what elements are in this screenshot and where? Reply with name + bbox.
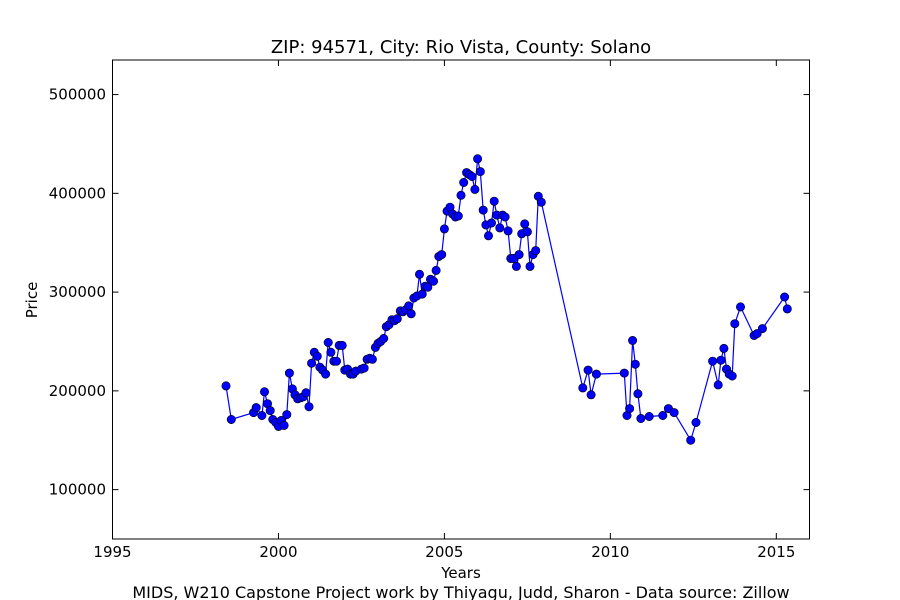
data-point: [423, 282, 433, 292]
y-tick-label: 400000: [49, 184, 106, 202]
data-point: [713, 380, 723, 390]
data-point: [326, 347, 336, 357]
data-point: [658, 410, 668, 420]
x-axis-label: Years: [440, 564, 481, 582]
data-point: [312, 351, 322, 361]
data-point: [337, 340, 347, 350]
data-point: [221, 381, 231, 391]
data-point: [453, 211, 463, 221]
data-point: [591, 369, 601, 379]
data-point: [691, 417, 701, 427]
data-point: [578, 383, 588, 393]
data-point: [525, 261, 535, 271]
data-point: [520, 219, 530, 229]
data-point: [636, 413, 646, 423]
data-point: [323, 337, 333, 347]
data-point: [644, 411, 654, 421]
tick-layer: 1995 2000 2005 2010 2015 100000 200000 300000 40…: [49, 60, 810, 561]
data-point: [284, 368, 294, 378]
data-point: [633, 389, 643, 399]
data-point: [495, 223, 505, 233]
chart-title: ZIP: 94571, City: Rio Vista, County: Sol…: [271, 37, 651, 58]
data-point: [307, 358, 317, 368]
data-point: [730, 319, 740, 329]
data-point: [473, 154, 483, 164]
data-point: [782, 304, 792, 314]
data-point: [331, 356, 341, 366]
data-point: [459, 178, 469, 188]
x-tick-label: 2000: [259, 543, 297, 561]
data-point: [628, 335, 638, 345]
data-point: [586, 390, 596, 400]
data-point: [392, 314, 402, 324]
x-tick-label: 1995: [93, 543, 131, 561]
y-tick-label: 200000: [49, 382, 106, 400]
data-point: [456, 190, 466, 200]
data-point: [406, 309, 416, 319]
data-point: [503, 226, 513, 236]
data-point: [259, 387, 269, 397]
plot-layer: [221, 154, 792, 445]
data-point: [301, 388, 311, 398]
data-point: [625, 404, 635, 414]
data-point: [780, 292, 790, 302]
data-point: [257, 410, 267, 420]
data-point: [321, 369, 331, 379]
y-tick-label: 300000: [49, 283, 106, 301]
data-point: [359, 363, 369, 373]
data-point: [467, 172, 477, 182]
data-point: [478, 205, 488, 215]
data-point: [708, 356, 718, 366]
data-point: [428, 276, 438, 286]
data-point: [470, 184, 480, 194]
data-point: [757, 324, 767, 334]
y-tick-label: 500000: [49, 86, 106, 104]
data-point: [265, 406, 275, 416]
data-point: [669, 408, 679, 418]
data-point: [716, 355, 726, 365]
data-point: [511, 261, 521, 271]
x-tick-label: 2015: [757, 543, 795, 561]
data-point: [439, 224, 449, 234]
data-point: [686, 435, 696, 445]
y-tick-label: 100000: [49, 481, 106, 499]
footer-credit: MIDS, W210 Capstone Project work by Thiy…: [132, 583, 789, 600]
data-point: [500, 212, 510, 222]
data-point: [486, 218, 496, 228]
data-point: [514, 250, 524, 260]
data-point: [483, 231, 493, 241]
x-tick-label: 2010: [591, 543, 629, 561]
data-point: [583, 365, 593, 375]
data-point: [367, 354, 377, 364]
data-point: [379, 333, 389, 343]
data-point: [431, 265, 441, 275]
data-point: [719, 343, 729, 353]
data-point: [735, 302, 745, 312]
data-point: [437, 250, 447, 260]
data-point: [417, 289, 427, 299]
data-point: [414, 269, 424, 279]
data-point: [282, 410, 292, 420]
x-tick-label: 2005: [425, 543, 463, 561]
data-point: [251, 403, 261, 413]
y-axis-label: Price: [23, 282, 41, 319]
data-point: [727, 371, 737, 381]
plot-frame: [112, 59, 810, 540]
data-point: [536, 197, 546, 207]
data-point: [279, 420, 289, 430]
data-point: [531, 246, 541, 256]
data-point: [226, 414, 236, 424]
data-point: [304, 402, 314, 412]
data-point: [404, 301, 414, 311]
data-point: [489, 196, 499, 206]
data-point: [619, 368, 629, 378]
data-point: [475, 167, 485, 177]
data-point: [522, 227, 532, 237]
data-point: [630, 359, 640, 369]
